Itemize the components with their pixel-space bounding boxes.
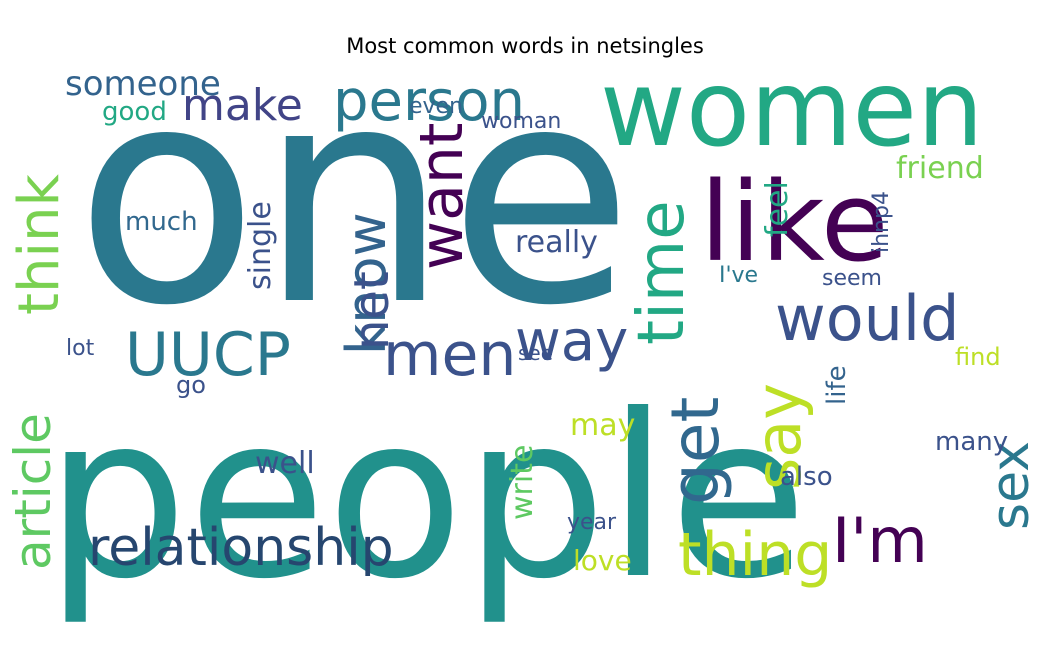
cloud-word: well xyxy=(255,446,315,481)
cloud-word: know xyxy=(335,212,398,355)
cloud-word: life xyxy=(822,365,852,405)
cloud-word: get xyxy=(657,397,734,505)
cloud-word: I've xyxy=(719,263,758,288)
cloud-word: write xyxy=(505,445,540,520)
cloud-word: make xyxy=(182,80,303,131)
cloud-word: really xyxy=(515,225,598,260)
cloud-word: sex xyxy=(981,441,1041,530)
cloud-word: would xyxy=(775,282,960,355)
cloud-word: net xyxy=(344,271,400,350)
cloud-word: lot xyxy=(66,336,95,361)
cloud-word: see xyxy=(518,341,553,365)
cloud-word: year xyxy=(567,510,617,535)
cloud-word: may xyxy=(570,408,635,443)
cloud-word: person xyxy=(333,69,525,134)
cloud-word: feel xyxy=(760,181,795,237)
cloud-word: one xyxy=(75,22,633,371)
cloud-word: people xyxy=(45,367,808,629)
chart-title: Most common words in netsingles xyxy=(346,34,704,58)
cloud-word: friend xyxy=(896,151,984,186)
cloud-word: many xyxy=(935,427,1008,457)
cloud-word: article xyxy=(4,413,62,570)
cloud-word: ihnp4 xyxy=(869,191,894,253)
cloud-word: relationship xyxy=(88,518,394,578)
cloud-word: thing xyxy=(678,520,832,590)
cloud-word: think xyxy=(7,174,72,316)
cloud-word: want xyxy=(407,123,477,270)
cloud-word: time xyxy=(625,200,699,345)
cloud-word: like xyxy=(700,158,889,286)
cloud-word: men xyxy=(383,320,516,390)
cloud-word: also xyxy=(780,462,833,492)
cloud-word: seem xyxy=(822,266,882,291)
cloud-word: someone xyxy=(65,64,221,104)
cloud-word: much xyxy=(125,207,198,237)
cloud-word: UUCP xyxy=(125,320,291,390)
cloud-word: even xyxy=(409,94,463,119)
cloud-word: love xyxy=(573,544,632,577)
cloud-word: say xyxy=(742,383,815,490)
cloud-word: single xyxy=(243,201,278,290)
cloud-word: I'm xyxy=(832,504,928,577)
cloud-word: woman xyxy=(481,109,561,134)
cloud-word: way xyxy=(515,309,628,374)
cloud-word: go xyxy=(176,371,206,399)
cloud-word: women xyxy=(600,48,984,170)
cloud-word: good xyxy=(102,97,167,127)
cloud-word: find xyxy=(955,343,1001,371)
